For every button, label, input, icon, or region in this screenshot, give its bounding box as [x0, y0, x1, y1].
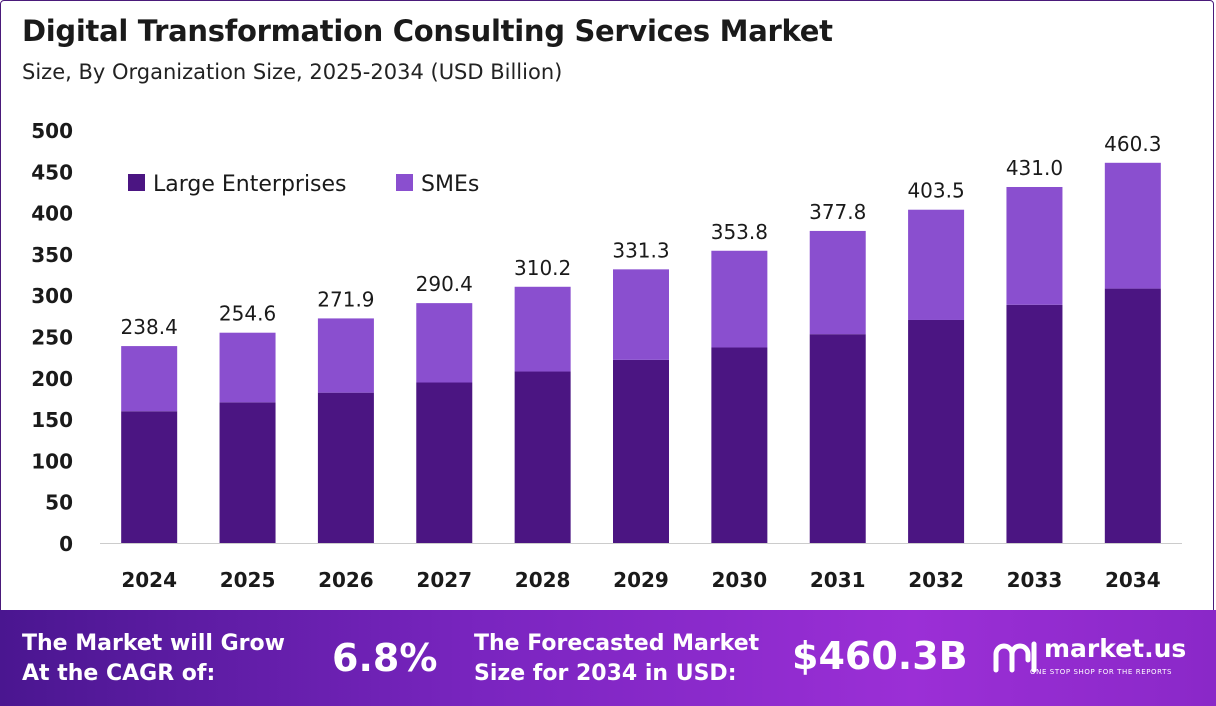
footer-banner: The Market will Grow At the CAGR of: 6.8…: [0, 610, 1216, 706]
legend-swatch-large-enterprises: [128, 174, 145, 191]
bar-large-enterprises: [711, 347, 768, 543]
y-tick-label: 250: [31, 326, 73, 350]
forecast-label-line2: Size for 2034 in USD:: [474, 661, 737, 686]
y-tick-label: 200: [31, 367, 73, 391]
total-data-label: 460.3: [1104, 132, 1161, 156]
y-tick-label: 300: [31, 284, 73, 308]
bar-smes: [613, 269, 669, 360]
total-data-label: 271.9: [317, 287, 374, 311]
legend-swatch-smes: [396, 174, 413, 191]
x-tick-label: 2025: [220, 568, 276, 592]
bar-smes: [514, 286, 571, 372]
total-data-label: 290.4: [416, 272, 473, 296]
y-tick-label: 150: [31, 408, 73, 432]
y-tick-label: 350: [31, 243, 73, 267]
forecast-value: $460.3B: [792, 634, 968, 678]
legend-label-smes: SMEs: [421, 172, 479, 197]
brand-name: market.us: [1044, 634, 1187, 663]
y-tick-label: 100: [31, 449, 73, 473]
bar-smes: [1104, 162, 1161, 289]
total-data-label: 331.3: [612, 238, 669, 262]
y-tick-label: 50: [45, 491, 73, 515]
chart-subtitle: Size, By Organization Size, 2025-2034 (U…: [22, 60, 563, 84]
bar-large-enterprises: [121, 411, 178, 543]
cagr-label: The Market will Grow At the CAGR of:: [22, 629, 285, 689]
x-tick-label: 2033: [1007, 568, 1063, 592]
x-tick-label: 2027: [416, 568, 472, 592]
total-data-label: 431.0: [1006, 156, 1063, 180]
chart-title: Digital Transformation Consulting Servic…: [22, 14, 833, 48]
bar-smes: [1006, 186, 1063, 305]
bar-large-enterprises: [908, 319, 965, 543]
market-us-logo-icon: [993, 641, 1037, 673]
bar-smes: [908, 209, 965, 320]
total-data-label: 238.4: [121, 315, 178, 339]
y-tick-label: 500: [31, 119, 73, 143]
x-tick-label: 2032: [908, 568, 964, 592]
bar-smes: [317, 318, 374, 393]
x-tick-label: 2031: [810, 568, 866, 592]
total-data-label: 310.2: [514, 256, 571, 280]
brand-tagline: ONE STOP SHOP FOR THE REPORTS: [1030, 668, 1173, 676]
bar-large-enterprises: [1104, 288, 1161, 543]
x-tick-label: 2030: [712, 568, 768, 592]
y-tick-label: 400: [31, 202, 73, 226]
bar-smes: [416, 303, 473, 383]
bar-large-enterprises: [1006, 304, 1063, 543]
bar-smes: [121, 346, 178, 412]
x-tick-label: 2034: [1105, 568, 1161, 592]
total-data-label: 353.8: [711, 220, 768, 244]
y-tick-label: 450: [31, 160, 73, 184]
cagr-label-line2: At the CAGR of:: [22, 661, 216, 686]
bar-smes: [711, 250, 768, 348]
x-tick-label: 2024: [121, 568, 177, 592]
x-tick-label: 2028: [515, 568, 571, 592]
bar-large-enterprises: [514, 371, 571, 543]
stacked-bar-chart: 0 50 100 150 200 250 300 350 400 450 500 2024 238.4 2…: [31, 119, 1182, 592]
x-tick-label: 2026: [318, 568, 374, 592]
bar-large-enterprises: [613, 359, 669, 543]
bar-large-enterprises: [219, 402, 276, 543]
cagr-label-line1: The Market will Grow: [22, 631, 285, 656]
bar-large-enterprises: [809, 334, 866, 543]
cagr-value: 6.8%: [332, 636, 438, 680]
legend-label-large-enterprises: Large Enterprises: [153, 172, 347, 197]
forecast-label-line1: The Forecasted Market: [474, 631, 760, 656]
x-tick-label: 2029: [613, 568, 669, 592]
bar-large-enterprises: [317, 392, 374, 543]
bar-large-enterprises: [416, 382, 473, 543]
bar-smes: [219, 332, 276, 403]
forecast-label: The Forecasted Market Size for 2034 in U…: [474, 629, 759, 689]
total-data-label: 403.5: [907, 179, 964, 203]
bar-smes: [809, 230, 866, 335]
total-data-label: 377.8: [809, 200, 866, 224]
y-tick-label: 0: [59, 532, 73, 556]
total-data-label: 254.6: [219, 302, 276, 326]
